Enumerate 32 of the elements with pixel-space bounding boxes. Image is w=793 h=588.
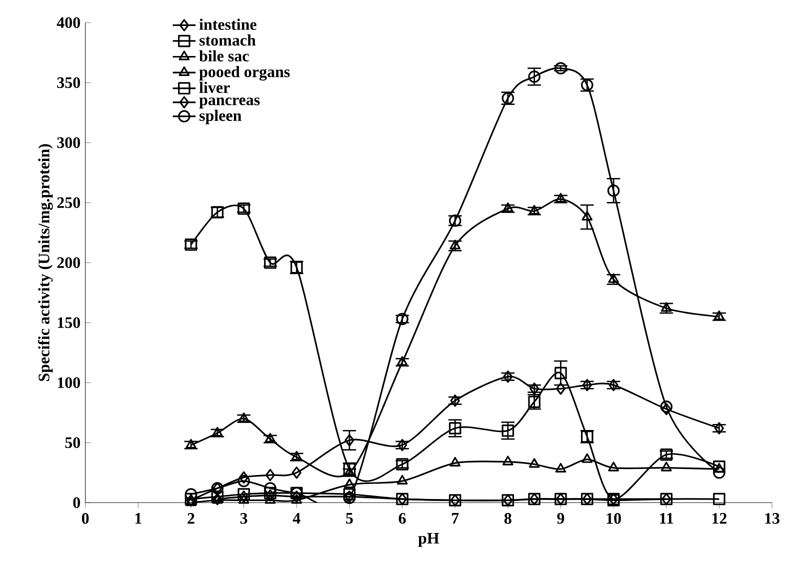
x-tick-label: 12 <box>712 513 726 524</box>
y-tick-label: 50 <box>65 437 80 448</box>
x-tick-label: 13 <box>765 513 780 524</box>
x-tick-label: 9 <box>557 513 564 524</box>
y-axis-title: Specific activity (Units/mg.protein) <box>38 144 53 381</box>
legend-label: stomach <box>200 34 256 46</box>
y-tick-label: 150 <box>58 317 80 328</box>
legend-label: bile sac <box>199 50 249 62</box>
legend-label: pooed organs <box>199 66 290 81</box>
y-tick-label: 400 <box>56 17 80 28</box>
x-tick-label: 6 <box>398 513 406 524</box>
y-tick-label: 0 <box>73 497 80 508</box>
x-tick-label: 0 <box>82 513 89 524</box>
legend-label: spleen <box>200 110 242 124</box>
x-tick-label: 1 <box>135 513 142 524</box>
x-tick-label: 4 <box>292 513 300 524</box>
y-tick-label: 250 <box>57 197 80 208</box>
x-tick-label: 3 <box>240 513 248 524</box>
legend-label: pancreas <box>199 98 260 108</box>
legend-label: liver <box>199 82 230 93</box>
y-tick-label: 200 <box>57 257 80 268</box>
legend-label: intestine <box>199 18 256 30</box>
x-tick-label: 11 <box>660 513 674 524</box>
x-tick-label: 8 <box>504 513 512 524</box>
x-tick-label: 2 <box>188 513 194 524</box>
x-tick-label: 10 <box>606 513 621 524</box>
y-tick-label: 100 <box>58 377 80 388</box>
x-tick-label: 5 <box>346 513 353 524</box>
x-tick-label: 7 <box>452 513 459 524</box>
y-tick-label: 350 <box>57 77 80 88</box>
x-axis-title: pH <box>418 533 440 547</box>
y-tick-label: 300 <box>57 137 80 148</box>
